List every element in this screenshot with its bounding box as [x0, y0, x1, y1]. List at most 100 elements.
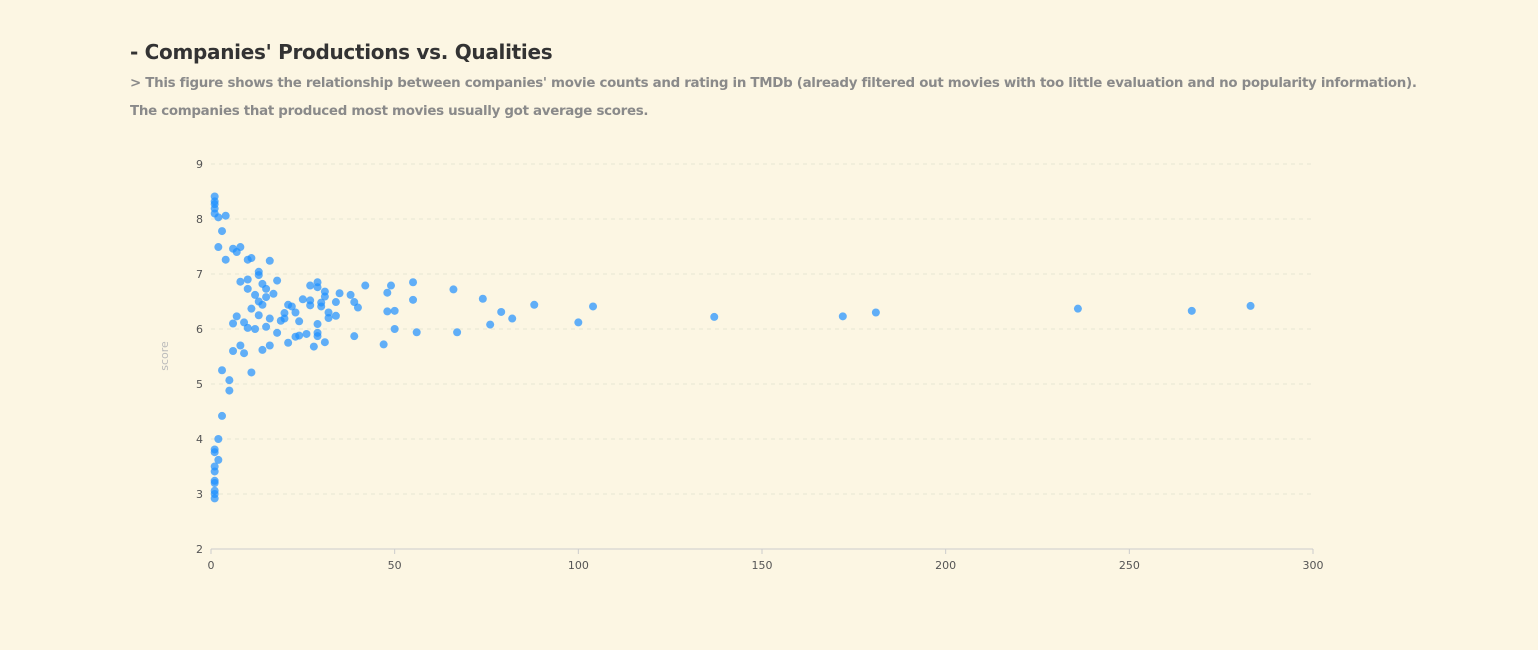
data-point — [210, 445, 219, 454]
data-point — [218, 411, 227, 420]
x-tick-label: 50 — [388, 559, 402, 572]
data-point — [240, 349, 249, 358]
data-point — [295, 317, 304, 326]
data-point — [273, 276, 282, 285]
y-tick-label: 7 — [196, 268, 203, 281]
data-point — [1073, 304, 1082, 313]
data-point — [280, 309, 289, 318]
data-point — [486, 320, 495, 329]
data-point — [258, 345, 267, 354]
data-point — [530, 300, 539, 309]
data-point — [254, 267, 263, 276]
chart-description-line-1: > This figure shows the relationship bet… — [130, 76, 1417, 91]
y-tick-label: 8 — [196, 213, 203, 226]
y-tick-label: 5 — [196, 378, 203, 391]
data-point — [269, 289, 278, 298]
x-tick-label: 250 — [1119, 559, 1140, 572]
data-point — [324, 308, 333, 317]
data-point — [229, 244, 238, 253]
data-point — [589, 302, 598, 311]
y-axis-title: score — [158, 341, 171, 371]
data-point — [379, 340, 388, 349]
x-tick-label: 100 — [568, 559, 589, 572]
data-point — [214, 435, 223, 443]
y-tick-label: 4 — [196, 433, 203, 446]
data-point — [251, 290, 260, 299]
data-point — [1187, 306, 1196, 315]
data-point — [225, 376, 234, 385]
data-point — [262, 293, 271, 302]
data-point — [453, 328, 462, 337]
data-point — [478, 294, 487, 303]
data-point — [335, 289, 344, 298]
data-point — [306, 281, 315, 290]
data-point — [309, 342, 318, 351]
data-point — [838, 312, 847, 321]
data-point — [265, 341, 274, 350]
data-point — [251, 325, 260, 333]
data-point — [210, 486, 219, 495]
data-point — [1246, 301, 1255, 310]
data-point — [412, 328, 421, 337]
data-point — [383, 307, 392, 316]
data-point — [218, 366, 227, 375]
x-tick-label: 150 — [752, 559, 773, 572]
data-point — [232, 312, 241, 321]
data-point — [390, 306, 399, 315]
y-tick-label: 6 — [196, 323, 203, 336]
data-point — [214, 243, 223, 252]
x-axis: 0 50 100 150 200 250 300 — [208, 548, 1324, 572]
data-point — [258, 279, 267, 288]
y-tick-label: 2 — [196, 543, 203, 556]
scatter-points — [210, 192, 1255, 503]
data-point — [302, 329, 311, 338]
grid-lines — [211, 163, 1313, 495]
data-point — [273, 328, 282, 337]
data-point — [247, 304, 256, 313]
data-point — [210, 462, 219, 471]
data-point — [317, 302, 326, 311]
data-point — [243, 255, 252, 264]
page-title: - Companies' Productions vs. Qualities — [130, 40, 553, 64]
data-point — [346, 290, 355, 299]
data-point — [331, 298, 340, 307]
x-tick-label: 0 — [208, 559, 215, 572]
data-point — [229, 347, 238, 355]
data-point — [262, 322, 271, 331]
data-point — [247, 368, 256, 377]
data-point — [324, 314, 333, 322]
data-point — [386, 281, 395, 290]
data-point — [383, 288, 392, 297]
data-point — [254, 311, 263, 320]
data-point — [390, 325, 399, 333]
chart-description-line-2: The companies that produced most movies … — [130, 104, 649, 119]
data-point — [409, 278, 418, 287]
data-point — [350, 298, 359, 307]
data-point — [221, 211, 230, 220]
data-point — [284, 338, 293, 347]
data-point — [229, 319, 238, 328]
data-point — [291, 308, 300, 317]
data-point — [265, 256, 274, 265]
data-point — [243, 284, 252, 293]
data-point — [254, 297, 263, 306]
data-point — [236, 341, 245, 350]
data-point — [284, 300, 293, 309]
y-axis: 2 3 4 5 6 7 8 9 — [196, 158, 203, 556]
data-point — [313, 320, 322, 329]
data-point — [218, 227, 227, 236]
data-point — [210, 476, 219, 485]
data-point — [361, 281, 370, 290]
x-tick-label: 300 — [1303, 559, 1324, 572]
data-point — [508, 314, 517, 323]
y-tick-label: 9 — [196, 158, 203, 171]
x-tick-label: 200 — [935, 559, 956, 572]
data-point — [574, 318, 583, 327]
data-point — [409, 295, 418, 304]
y-tick-label: 3 — [196, 488, 203, 501]
data-point — [243, 275, 252, 284]
data-point — [710, 312, 719, 321]
data-point — [306, 296, 315, 305]
